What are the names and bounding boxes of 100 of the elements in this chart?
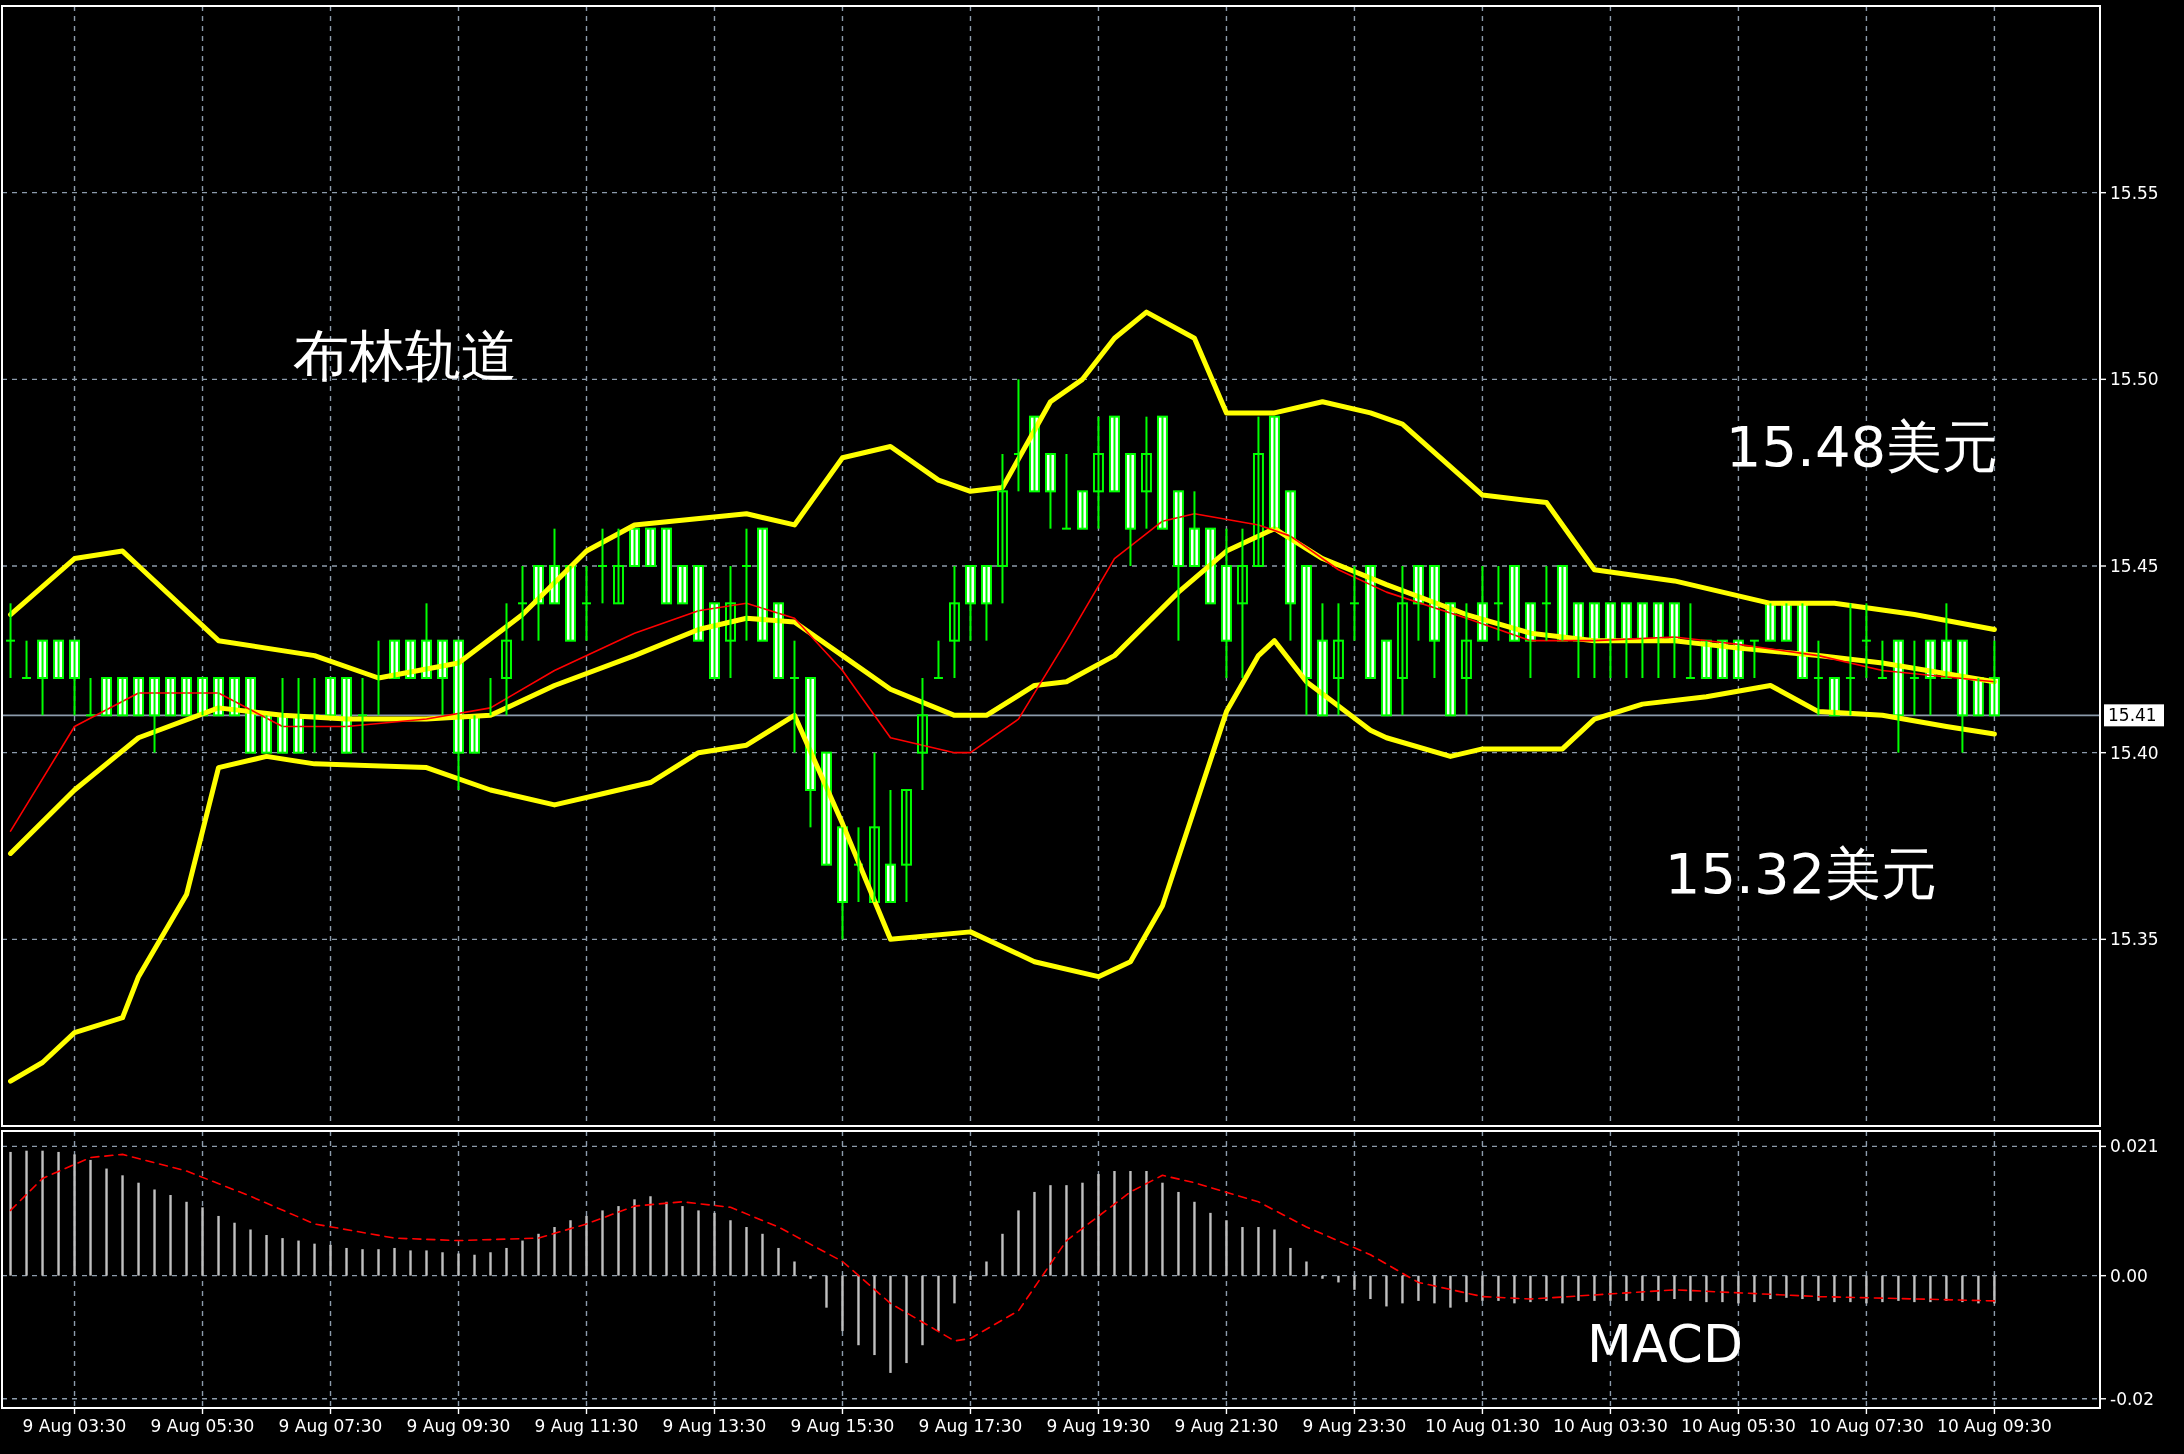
bar (409, 1250, 412, 1276)
x-tick-label: 9 Aug 09:30 (406, 1416, 511, 1436)
candlestick (757, 527, 768, 642)
bar (665, 1201, 668, 1276)
y-tick-label: 15.40 (2110, 742, 2159, 763)
bar (1689, 1275, 1692, 1301)
bar (585, 1215, 588, 1276)
bar (825, 1275, 828, 1308)
bar (1641, 1275, 1644, 1301)
candlestick (469, 714, 480, 754)
x-tick-label: 10 Aug 01:30 (1425, 1416, 1540, 1436)
bar (697, 1210, 700, 1276)
bar (217, 1215, 220, 1276)
candlestick (565, 565, 576, 642)
x-tick-label: 9 Aug 03:30 (22, 1416, 127, 1436)
candlestick (341, 677, 352, 754)
y-tick-label: 15.35 (2110, 929, 2159, 950)
bar (1369, 1275, 1372, 1300)
bar (1769, 1275, 1772, 1300)
bar (1209, 1212, 1212, 1276)
x-tick-label: 10 Aug 07:30 (1809, 1416, 1924, 1436)
bar (681, 1206, 684, 1276)
bar (633, 1199, 636, 1276)
bar (1945, 1275, 1948, 1301)
x-tick-label: 9 Aug 07:30 (278, 1416, 383, 1436)
bar (649, 1196, 652, 1276)
bar (1673, 1275, 1676, 1300)
candlestick (1972, 677, 1984, 717)
candlestick (677, 565, 688, 605)
bar (921, 1275, 924, 1346)
bar (1753, 1275, 1756, 1303)
bar (1049, 1185, 1052, 1276)
candlestick (389, 639, 400, 679)
bar (521, 1240, 524, 1276)
bar (57, 1151, 60, 1276)
candlestick (1108, 415, 1120, 493)
x-tick-label: 9 Aug 17:30 (918, 1416, 1023, 1436)
bar (1257, 1227, 1260, 1276)
y-tick-label: 0.021 (2110, 1136, 2159, 1157)
bar (1785, 1275, 1788, 1298)
bar (1129, 1171, 1132, 1276)
bar (729, 1220, 732, 1276)
bar (73, 1154, 76, 1276)
bar (1289, 1247, 1292, 1276)
bar (777, 1247, 780, 1276)
candlestick (245, 677, 256, 754)
candlestick (1156, 415, 1168, 530)
bar (793, 1261, 796, 1276)
bar (1065, 1185, 1068, 1276)
bar (1993, 1275, 1996, 1304)
bar (745, 1227, 748, 1276)
y-tick-label: -0.02 (2110, 1388, 2154, 1409)
bar (473, 1254, 476, 1276)
bar (1513, 1275, 1516, 1304)
bar (1145, 1171, 1148, 1276)
x-tick-label: 9 Aug 13:30 (662, 1416, 767, 1436)
bar (889, 1275, 892, 1373)
candlestick (325, 677, 336, 717)
candlestick (1764, 602, 1776, 642)
bar (1081, 1182, 1084, 1276)
ref-line-label: 15.41 (2108, 705, 2157, 726)
candlestick (1444, 602, 1456, 717)
bar (9, 1151, 12, 1276)
bar (1113, 1171, 1116, 1276)
bar (1449, 1275, 1452, 1308)
bar (1913, 1275, 1916, 1303)
bar (249, 1229, 252, 1276)
bar (1161, 1182, 1164, 1276)
candlestick (629, 527, 640, 567)
bar (1577, 1275, 1580, 1301)
bar (313, 1243, 316, 1276)
bar (185, 1201, 188, 1276)
bar (953, 1275, 956, 1304)
bar (489, 1252, 492, 1276)
bar (841, 1275, 844, 1332)
y-tick-label: 15.45 (2110, 556, 2159, 576)
bar (713, 1212, 716, 1276)
bar (1337, 1275, 1340, 1283)
bar (1833, 1275, 1836, 1303)
bar (1721, 1275, 1724, 1303)
y-tick-label: 15.50 (2110, 369, 2159, 390)
x-tick-label: 9 Aug 11:30 (534, 1416, 639, 1436)
candlestick (1364, 565, 1376, 679)
bar (1593, 1275, 1596, 1301)
candlestick (1028, 415, 1040, 493)
bar (1705, 1275, 1708, 1303)
bar (201, 1207, 204, 1276)
candlestick (1380, 639, 1392, 717)
bar (1033, 1191, 1036, 1276)
candlestick (1780, 602, 1792, 642)
bar (25, 1150, 28, 1276)
bar (1273, 1229, 1276, 1276)
bar (857, 1275, 860, 1346)
candlestick (645, 527, 656, 567)
y-tick-label: 15.55 (2110, 182, 2159, 203)
bar (1849, 1275, 1852, 1303)
bar (937, 1275, 940, 1332)
bar (969, 1275, 972, 1280)
bar (553, 1227, 556, 1276)
x-tick-label: 10 Aug 05:30 (1681, 1416, 1796, 1436)
